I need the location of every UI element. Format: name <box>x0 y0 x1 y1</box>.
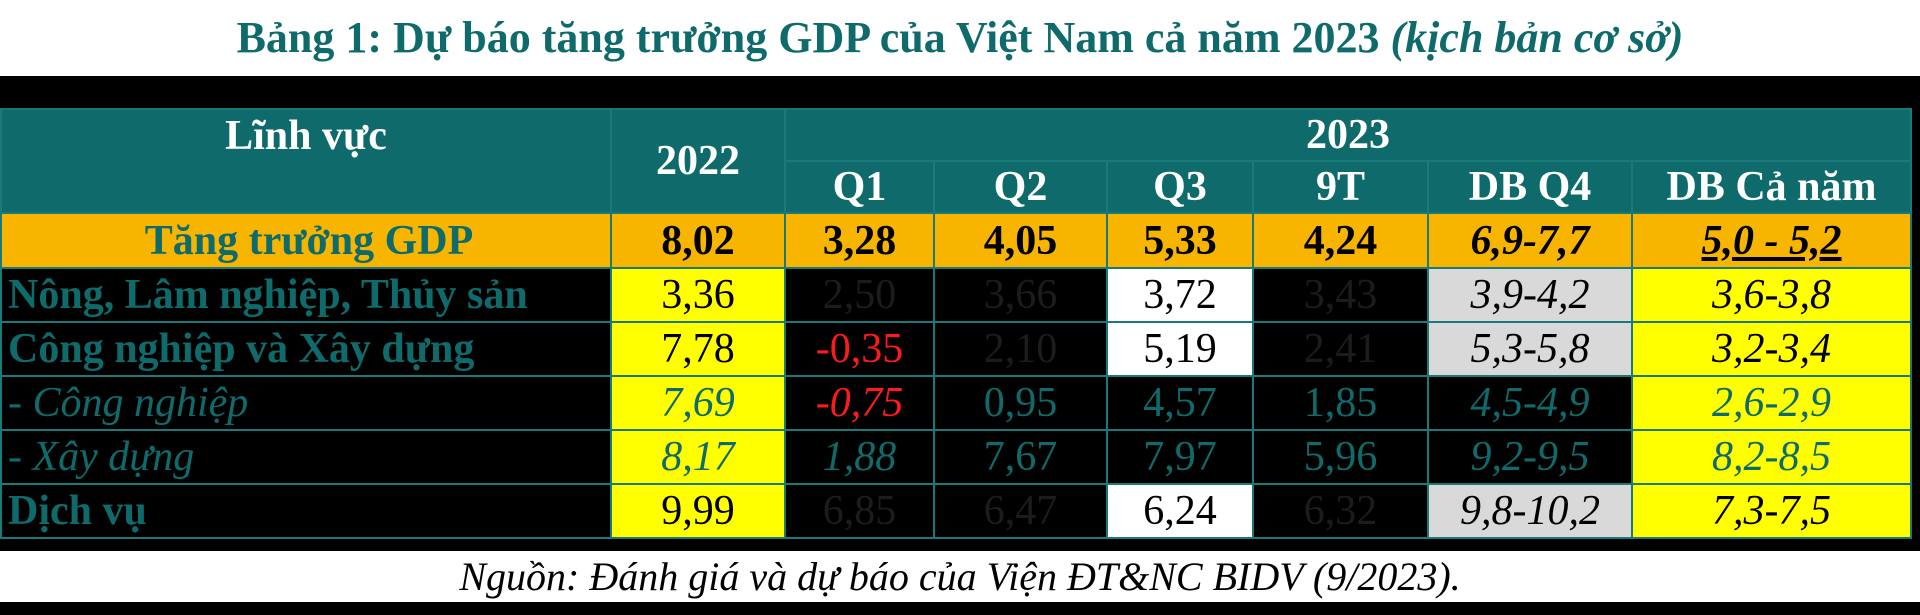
table-row: Dịch vụ 9,99 6,85 6,47 6,24 6,32 9,8-10,2 7,3-7… <box>0 483 1913 539</box>
header-cell: 9T <box>1252 160 1429 214</box>
row-label: - Công nghiệp <box>0 375 612 431</box>
data-cell: 9,8-10,2 <box>1427 483 1633 539</box>
data-cell: 8,17 <box>610 429 786 485</box>
data-cell: 6,47 <box>933 483 1108 539</box>
data-cell: 6,32 <box>1252 483 1429 539</box>
data-cell: 3,66 <box>933 267 1108 323</box>
data-cell: -0,35 <box>784 321 935 377</box>
title: Bảng 1: Dự báo tăng trưởng GDP của Việt … <box>0 0 1920 76</box>
row-label: Tăng trưởng GDP <box>0 212 612 269</box>
header-cell: Q2 <box>933 160 1108 214</box>
data-cell: 3,6-3,8 <box>1630 267 1913 323</box>
data-cell: 2,10 <box>933 321 1108 377</box>
data-cell: 7,69 <box>610 375 786 431</box>
table-row: - Xây dựng 8,17 1,88 7,67 7,97 5,96 9,2-9,5 8,2… <box>0 429 1913 485</box>
table: Lĩnh vực 2022 2023 Q1 Q2 Q3 9T DB Q4 DB Cả nă… <box>0 108 1913 539</box>
header-cell: DB Q4 <box>1427 160 1633 214</box>
header-cell: Lĩnh vực <box>0 108 612 214</box>
data-cell: 5,0 - 5,2 <box>1630 212 1913 269</box>
data-cell: 2,6-2,9 <box>1630 375 1913 431</box>
row-label: - Xây dựng <box>0 429 612 485</box>
data-cell: 4,57 <box>1106 375 1254 431</box>
data-cell: 5,19 <box>1106 321 1254 377</box>
data-cell: 4,24 <box>1252 212 1429 269</box>
data-cell: 5,33 <box>1106 212 1254 269</box>
data-cell: 6,24 <box>1106 483 1254 539</box>
title-note: (kịch bản cơ sở) <box>1390 13 1684 62</box>
data-cell: 1,85 <box>1252 375 1429 431</box>
table-row: - Công nghiệp 7,69 -0,75 0,95 4,57 1,85 4,5-4,… <box>0 375 1913 431</box>
row-label: Nông, Lâm nghiệp, Thủy sản <box>0 267 612 323</box>
data-cell: 0,95 <box>933 375 1108 431</box>
data-cell: 7,78 <box>610 321 786 377</box>
data-cell: 4,05 <box>933 212 1108 269</box>
data-cell: 7,97 <box>1106 429 1254 485</box>
data-cell: 3,43 <box>1252 267 1429 323</box>
data-cell: 3,2-3,4 <box>1630 321 1913 377</box>
row-label: Dịch vụ <box>0 483 612 539</box>
data-cell: 9,2-9,5 <box>1427 429 1633 485</box>
data-cell: 5,96 <box>1252 429 1429 485</box>
header-cell: DB Cả năm <box>1630 160 1913 214</box>
data-cell: 7,67 <box>933 429 1108 485</box>
data-cell: 8,2-8,5 <box>1630 429 1913 485</box>
data-cell: -0,75 <box>784 375 935 431</box>
data-cell: 8,02 <box>610 212 786 269</box>
table-row: Công nghiệp và Xây dựng 7,78 -0,35 2,10 5,19… <box>0 321 1913 377</box>
data-cell: 6,9-7,7 <box>1427 212 1633 269</box>
data-cell: 1,88 <box>784 429 935 485</box>
data-cell: 2,50 <box>784 267 935 323</box>
data-cell: 2,41 <box>1252 321 1429 377</box>
header-cell: 2022 <box>610 108 786 214</box>
data-cell: 5,3-5,8 <box>1427 321 1633 377</box>
row-label: Công nghiệp và Xây dựng <box>0 321 612 377</box>
data-cell: 3,36 <box>610 267 786 323</box>
header-cell: Q3 <box>1106 160 1254 214</box>
data-cell: 4,5-4,9 <box>1427 375 1633 431</box>
header-cell: 2023 <box>783 108 1913 162</box>
table-row: Tăng trưởng GDP 8,02 3,28 4,05 5,33 4,24 6,9-7… <box>0 212 1913 269</box>
data-cell: 3,28 <box>784 212 935 269</box>
table-row: Nông, Lâm nghiệp, Thủy sản 3,36 2,50 3,66 3,… <box>0 267 1913 323</box>
source: Nguồn: Đánh giá và dự báo của Viện ĐT&NC… <box>0 551 1920 602</box>
header-cell: Q1 <box>784 160 935 214</box>
data-cell: 6,85 <box>784 483 935 539</box>
data-cell: 3,9-4,2 <box>1427 267 1633 323</box>
data-cell: 9,99 <box>610 483 786 539</box>
data-cell: 7,3-7,5 <box>1630 483 1913 539</box>
data-cell: 3,72 <box>1106 267 1254 323</box>
title-main: Bảng 1: Dự báo tăng trưởng GDP của Việt … <box>236 13 1380 62</box>
